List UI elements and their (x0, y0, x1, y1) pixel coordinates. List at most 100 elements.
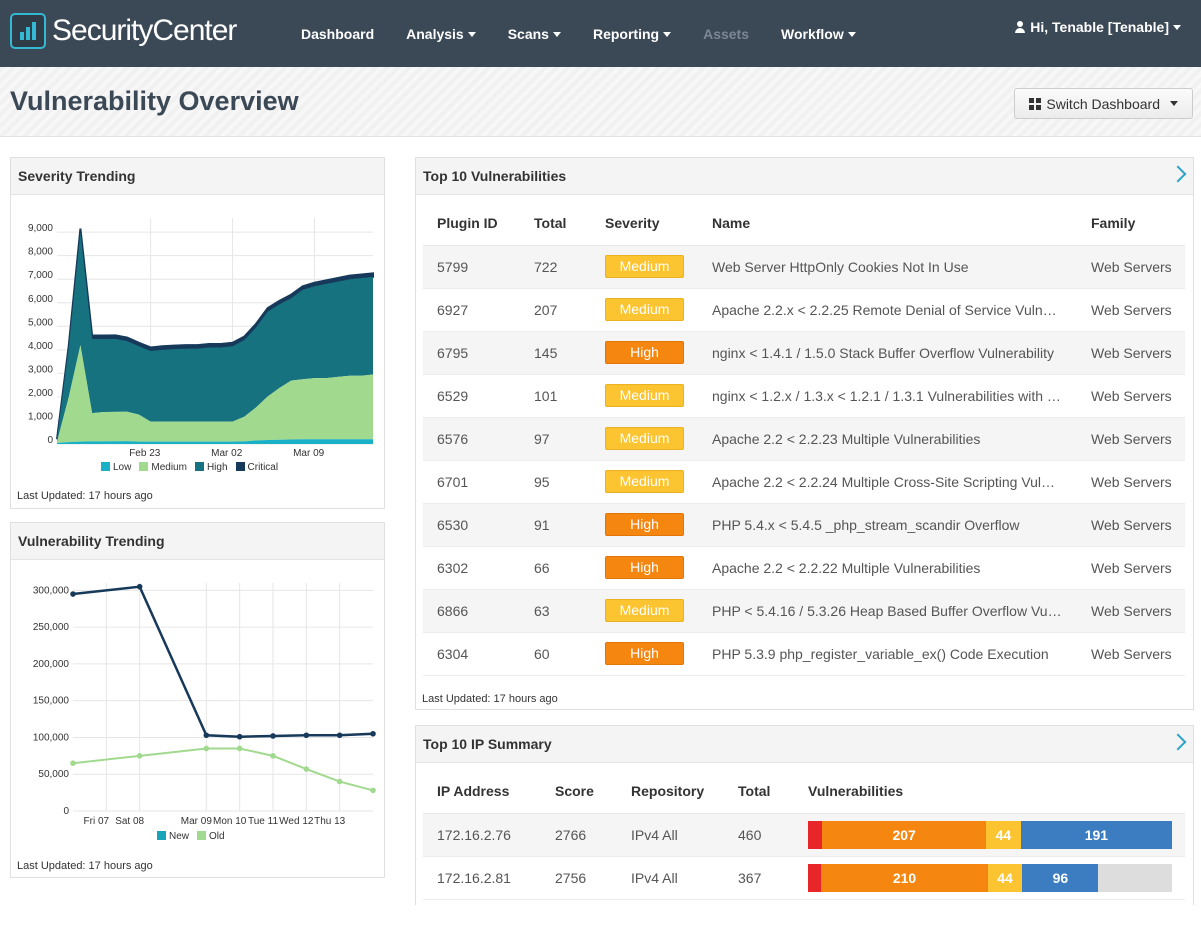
x-tick-label: Mar 09 (181, 816, 213, 827)
data-point[interactable] (336, 732, 343, 739)
chevron-right-icon[interactable] (1169, 165, 1187, 183)
vulnerability-name: Apache 2.2 < 2.2.23 Multiple Vulnerabili… (698, 417, 1077, 461)
nav-item-reporting[interactable]: Reporting (592, 25, 672, 42)
legend-item-old[interactable]: Old (197, 831, 225, 842)
y-tick-label: 300,000 (33, 585, 70, 596)
severity-bar[interactable]: 210 44 96 (808, 863, 1172, 892)
total-count: 91 (520, 503, 591, 547)
data-point[interactable] (236, 733, 243, 740)
bar-segment-medium: 44 (986, 820, 1021, 849)
table-row[interactable]: 6795 145 High nginx < 1.4.1 / 1.5.0 Stack B… (423, 331, 1185, 375)
legend-item-new[interactable]: New (157, 831, 189, 842)
table-row[interactable]: 6927 207 Medium Apache 2.2.x < 2.2.25 Remot… (423, 288, 1185, 332)
page-title: Vulnerability Overview (10, 86, 299, 116)
legend-item-critical[interactable]: Critical (235, 462, 278, 473)
line-new[interactable] (72, 585, 374, 738)
chevron-down-icon (1173, 24, 1181, 30)
table-row[interactable]: 172.16.2.81 2756 IPv4 All 367 210 44 96 (423, 856, 1185, 900)
severity-legend: Low Medium High Critical (101, 462, 286, 473)
nav-item-label: Reporting (592, 25, 660, 42)
nav-item-label: Dashboard (301, 25, 375, 42)
data-point[interactable] (70, 760, 76, 766)
severity-bar[interactable]: 207 44 191 (808, 820, 1172, 849)
x-tick-label: Tue 11 (248, 816, 278, 827)
column-header[interactable]: Plugin ID (423, 201, 520, 246)
x-tick-label: Mon 10 (213, 816, 247, 827)
legend-item-high[interactable]: High (194, 462, 228, 473)
y-tick-label: 3,000 (28, 364, 53, 375)
nav-item-scans[interactable]: Scans (508, 26, 561, 42)
data-point[interactable] (303, 766, 310, 772)
table-row[interactable]: 6302 66 High Apache 2.2 < 2.2.22 Multiple V… (423, 546, 1185, 590)
data-point[interactable] (236, 745, 243, 752)
family: Web Servers (1077, 632, 1185, 676)
table-row[interactable]: 6866 63 Medium PHP < 5.4.16 / 5.3.26 Heap B… (423, 589, 1185, 633)
data-point[interactable] (136, 753, 143, 759)
data-point[interactable] (136, 583, 143, 590)
data-point[interactable] (270, 753, 276, 759)
plugin-id: 6530 (423, 503, 520, 547)
column-header[interactable]: IP Address (423, 769, 541, 814)
column-header[interactable]: Vulnerabilities (794, 769, 1185, 814)
nav-item-analysis[interactable]: Analysis (406, 26, 476, 42)
vulnerability-name-text: Apache 2.2 < 2.2.24 Multiple Cross-Site … (712, 474, 1062, 491)
top10-ip-summary-panel: Top 10 IP Summary IP Address Score Reposit… (415, 725, 1194, 905)
column-header[interactable]: Score (541, 769, 617, 814)
column-header[interactable]: Name (698, 201, 1077, 246)
column-header[interactable]: Family (1077, 201, 1185, 246)
x-tick-label: Sat 08 (115, 816, 144, 827)
chevron-down-icon (1170, 101, 1178, 106)
plugin-id: 6927 (423, 288, 520, 332)
legend-label: Old (209, 831, 225, 842)
table-row[interactable]: 5799 722 Medium Web Server HttpOnly Cookies… (423, 245, 1185, 289)
table-row[interactable]: 172.16.2.76 2766 IPv4 All 460 207 44 191 (423, 813, 1185, 857)
area-low[interactable] (57, 439, 373, 444)
data-point[interactable] (370, 730, 376, 737)
area-medium[interactable] (57, 345, 373, 443)
vulnerability-name: nginx < 1.4.1 / 1.5.0 Stack Buffer Overf… (698, 331, 1077, 375)
table-row[interactable]: 6529 101 Medium nginx < 1.2.x / 1.3.x < 1.2… (423, 374, 1185, 418)
legend-item-low[interactable]: Low (101, 462, 131, 473)
vulnerability-name: nginx < 1.2.x / 1.3.x < 1.2.1 / 1.3.1 Vu… (698, 374, 1077, 418)
area-critical[interactable] (56, 228, 374, 440)
y-tick-label: 9,000 (28, 223, 53, 234)
column-header[interactable]: Severity (591, 201, 698, 246)
y-tick-label: 5,000 (28, 317, 53, 328)
y-tick-label: 1,000 (28, 411, 53, 422)
chevron-right-icon[interactable] (1169, 733, 1187, 751)
data-point[interactable] (370, 787, 376, 794)
user-menu[interactable]: Hi, Tenable [Tenable] (1014, 19, 1181, 35)
table-row[interactable]: 6304 60 High PHP 5.3.9 php_register_variabl… (423, 632, 1185, 676)
legend-swatch (194, 462, 204, 471)
table-row[interactable]: 6530 91 High PHP 5.4.x < 5.4.5 _php_stream_… (423, 503, 1185, 547)
data-point[interactable] (336, 778, 343, 785)
y-tick-label: 8,000 (28, 247, 53, 258)
line-old[interactable] (72, 747, 374, 792)
total-count: 95 (520, 460, 591, 504)
data-point[interactable] (303, 732, 310, 739)
column-header[interactable]: Repository (617, 769, 724, 814)
column-header[interactable]: Total (724, 769, 794, 814)
nav-item-workflow[interactable]: Workflow (781, 26, 856, 42)
severity-cell: Medium (591, 374, 698, 418)
y-tick-label: 4,000 (28, 341, 53, 352)
area-high[interactable] (57, 232, 373, 442)
nav-item-dashboard[interactable]: Dashboard (301, 26, 374, 42)
vulnerability-name-text: nginx < 1.2.x / 1.3.x < 1.2.1 / 1.3.1 Vu… (712, 388, 1062, 405)
switch-dashboard-button[interactable]: Switch Dashboard (1014, 88, 1193, 119)
column-header[interactable]: Total (520, 201, 591, 246)
table-row[interactable]: 6576 97 Medium Apache 2.2 < 2.2.23 Multiple… (423, 417, 1185, 461)
vulnerability-name: Apache 2.2 < 2.2.24 Multiple Cross-Site … (698, 460, 1077, 504)
table-row[interactable]: 6701 95 Medium Apache 2.2 < 2.2.24 Multiple… (423, 460, 1185, 504)
bar-segment-high: 210 (821, 863, 988, 892)
data-point[interactable] (70, 591, 76, 597)
legend-item-medium[interactable]: Medium (139, 462, 187, 473)
severity-badge: Medium (605, 427, 684, 450)
app-logo[interactable]: SecurityCenter (10, 13, 237, 49)
data-point[interactable] (203, 745, 210, 752)
vulnerability-name: Apache 2.2 < 2.2.22 Multiple Vulnerabili… (698, 546, 1077, 590)
vulnerabilities-cell: 207 44 191 (794, 813, 1185, 857)
severity-cell: Medium (591, 245, 698, 289)
data-point[interactable] (270, 733, 276, 739)
data-point[interactable] (203, 732, 210, 739)
